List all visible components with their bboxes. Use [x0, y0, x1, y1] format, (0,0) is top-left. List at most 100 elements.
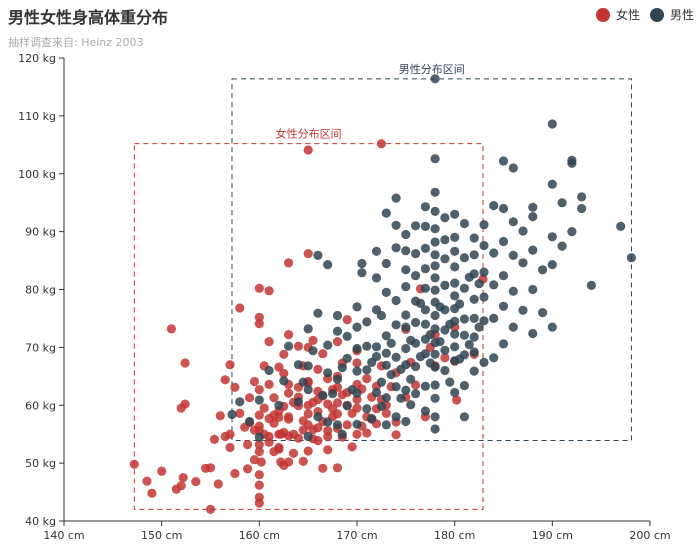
data-point — [450, 246, 460, 256]
data-point — [264, 379, 274, 389]
data-point — [430, 237, 440, 247]
data-point — [332, 463, 343, 473]
data-point — [626, 253, 637, 263]
legend-marker-female — [595, 7, 610, 22]
data-point — [284, 457, 294, 467]
data-point — [577, 203, 587, 214]
data-point — [508, 217, 518, 227]
data-point — [450, 278, 460, 288]
data-point — [264, 365, 274, 376]
data-point — [227, 409, 237, 420]
data-point — [450, 291, 460, 301]
data-point — [430, 187, 440, 197]
data-point — [452, 395, 462, 405]
data-point — [362, 341, 372, 351]
data-point — [420, 305, 430, 315]
data-point — [391, 295, 401, 306]
y-tick-label: 120 kg — [18, 52, 56, 65]
data-point — [401, 360, 411, 370]
data-point — [209, 434, 219, 444]
data-point — [469, 347, 479, 357]
data-point — [547, 119, 557, 129]
data-point — [362, 404, 372, 414]
data-point — [264, 286, 274, 296]
data-point — [376, 139, 386, 149]
data-point — [352, 302, 362, 312]
data-point — [259, 403, 269, 413]
data-point — [332, 420, 343, 430]
data-point — [279, 376, 289, 386]
y-tick-label: 80 kg — [25, 284, 56, 297]
data-point — [318, 349, 328, 359]
data-point — [342, 420, 352, 430]
data-point — [440, 280, 450, 290]
data-point — [303, 385, 313, 395]
data-point — [401, 322, 411, 332]
data-point — [376, 310, 386, 321]
data-point — [459, 330, 469, 340]
data-point — [567, 227, 577, 237]
data-point — [498, 203, 509, 214]
legend-item-male[interactable]: 男性 — [649, 6, 694, 23]
data-point — [235, 397, 245, 407]
data-point — [469, 366, 479, 376]
data-point — [332, 374, 343, 384]
data-point — [415, 298, 426, 308]
y-tick-label: 100 kg — [18, 168, 56, 181]
data-point — [269, 393, 279, 403]
data-point — [381, 348, 391, 358]
data-point — [469, 269, 479, 279]
data-point — [293, 360, 303, 370]
y-tick-label: 50 kg — [25, 457, 56, 470]
data-point — [274, 442, 284, 453]
data-point — [157, 466, 167, 476]
legend-item-female[interactable]: 女性 — [595, 6, 640, 23]
legend: 女性 男性 — [586, 6, 694, 23]
data-point — [284, 388, 294, 398]
data-point — [254, 410, 264, 420]
data-point — [323, 426, 333, 436]
data-point — [284, 258, 294, 268]
data-point — [440, 353, 450, 363]
data-point — [528, 284, 538, 295]
data-point — [357, 268, 367, 278]
data-point — [469, 332, 479, 342]
data-point — [430, 154, 440, 164]
mark-areas: 女性分布区间 男性分布区间 — [133, 62, 632, 510]
data-point — [538, 265, 548, 275]
data-point — [455, 299, 465, 309]
data-point — [518, 305, 528, 315]
data-point — [381, 408, 391, 418]
data-point — [332, 398, 343, 408]
data-point — [303, 409, 313, 419]
data-point — [129, 459, 139, 469]
data-point — [430, 206, 440, 216]
data-point — [254, 447, 264, 457]
data-point — [547, 179, 557, 189]
data-point — [420, 202, 430, 212]
data-point — [498, 301, 509, 311]
data-point — [213, 479, 223, 489]
data-point — [332, 310, 343, 321]
data-points — [129, 74, 637, 514]
data-point — [230, 382, 240, 392]
data-point — [303, 431, 313, 442]
data-point — [411, 389, 421, 399]
data-point — [391, 243, 401, 253]
data-point — [371, 352, 382, 362]
data-point — [142, 476, 152, 486]
data-point — [249, 376, 260, 387]
data-point — [430, 393, 440, 403]
data-point — [371, 342, 382, 352]
data-point — [440, 345, 450, 355]
data-point — [528, 202, 538, 212]
data-point — [518, 226, 528, 236]
data-point — [401, 416, 411, 427]
data-point — [323, 417, 333, 427]
data-point — [254, 480, 264, 490]
data-point — [328, 389, 338, 399]
data-point — [459, 314, 469, 324]
data-point — [308, 335, 318, 345]
data-point — [420, 406, 430, 416]
